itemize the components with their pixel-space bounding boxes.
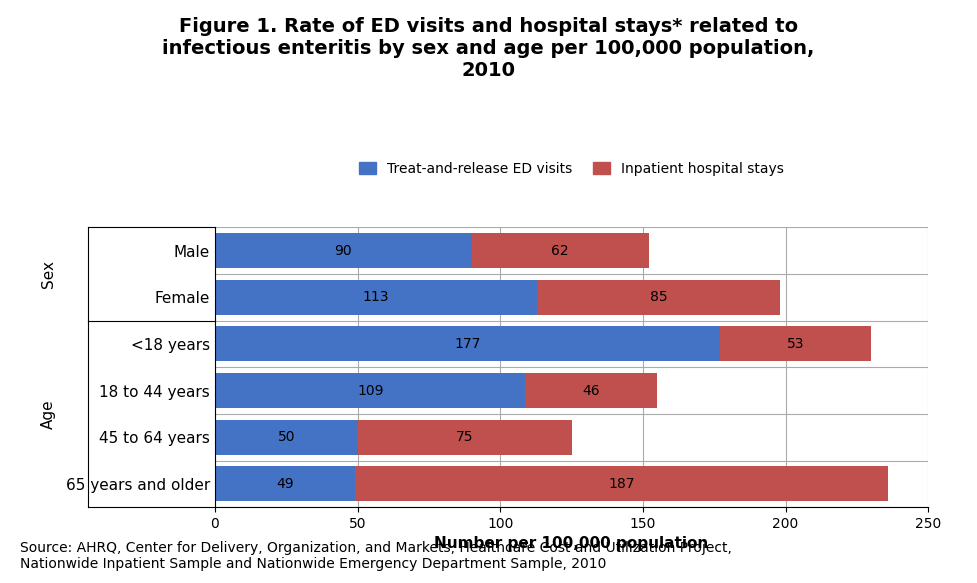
Text: 75: 75 [456,430,473,444]
Text: 62: 62 [551,244,569,258]
Text: Sex: Sex [41,260,57,288]
Bar [215,373,526,408]
Text: 46: 46 [582,384,600,398]
Legend: Treat-and-release ED visits, Inpatient hospital stays: Treat-and-release ED visits, Inpatient h… [354,156,789,181]
Text: 187: 187 [609,477,635,491]
Text: 53: 53 [786,337,804,351]
Bar [215,233,472,268]
Text: Age: Age [41,399,57,429]
X-axis label: Number per 100,000 population: Number per 100,000 population [435,536,708,552]
Bar [215,420,358,455]
Bar [537,280,780,315]
Bar [358,420,572,455]
Text: 113: 113 [362,290,390,304]
Bar [472,233,649,268]
Text: 109: 109 [358,384,384,398]
Text: 90: 90 [334,244,352,258]
Text: 49: 49 [276,477,294,491]
Text: Source: AHRQ, Center for Delivery, Organization, and Markets, Healthcare Cost an: Source: AHRQ, Center for Delivery, Organ… [20,541,732,571]
Bar [215,466,355,501]
Text: Figure 1. Rate of ED visits and hospital stays* related to
infectious enteritis : Figure 1. Rate of ED visits and hospital… [162,17,815,80]
Bar [720,326,871,361]
Text: 177: 177 [454,337,481,351]
Bar [215,326,720,361]
Text: 50: 50 [277,430,295,444]
Bar [355,466,888,501]
Bar [215,280,537,315]
Bar [526,373,658,408]
Text: 85: 85 [650,290,667,304]
